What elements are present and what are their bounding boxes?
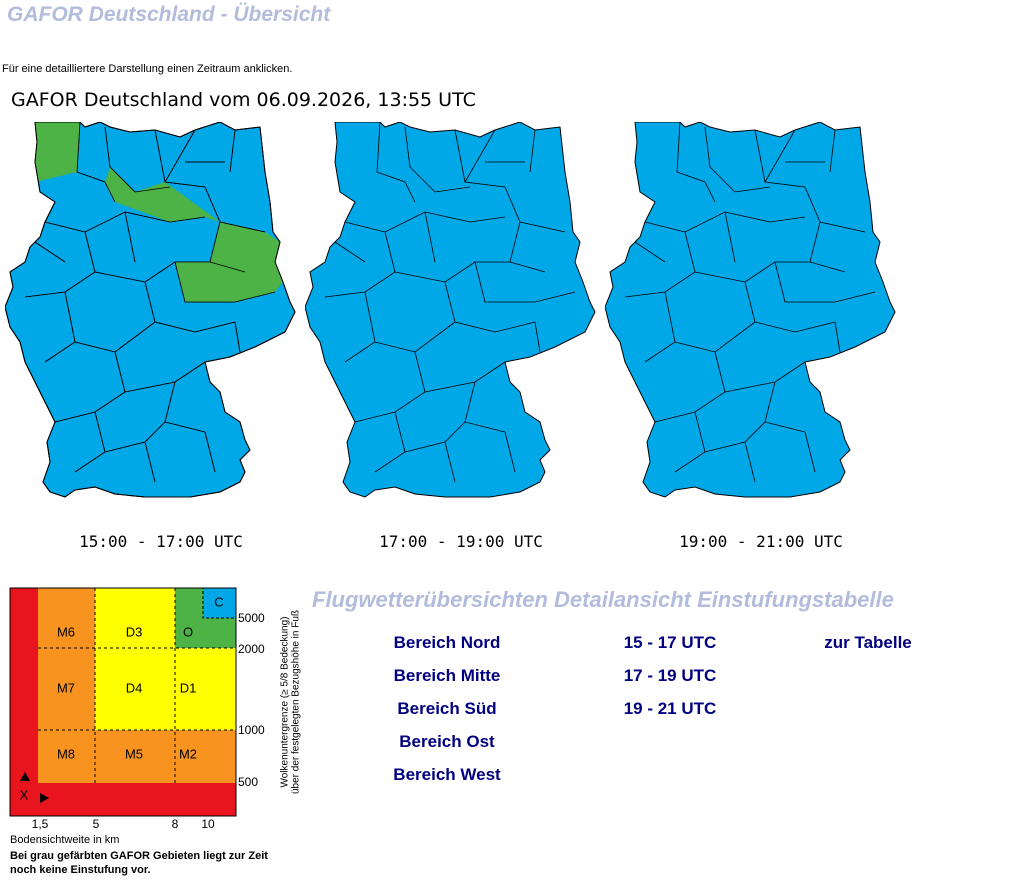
map-label[interactable]: 15:00 - 17:00 UTC xyxy=(79,532,243,551)
cell-label: D4 xyxy=(126,680,143,695)
cell-label: D3 xyxy=(126,624,143,639)
y-tick-label: 2000 xyxy=(238,642,265,656)
map-label[interactable]: 17:00 - 19:00 UTC xyxy=(379,532,543,551)
cell-label: M5 xyxy=(125,746,143,761)
table-link[interactable]: zur Tabelle xyxy=(824,633,912,652)
map-3[interactable] xyxy=(605,122,897,518)
cell-label: O xyxy=(183,624,193,639)
time-link[interactable]: 19 - 21 UTC xyxy=(623,699,717,718)
x-tick-label: 10 xyxy=(201,817,215,831)
y-axis-label: über der festgelegten Bezugshöhe in Fuß xyxy=(291,610,302,794)
time-link[interactable]: 17 - 19 UTC xyxy=(623,666,717,685)
cell-label: M8 xyxy=(57,746,75,761)
region-link[interactable]: Bereich Mitte xyxy=(393,666,501,685)
page-title: GAFOR Deutschland - Übersicht xyxy=(7,3,331,26)
region-link[interactable]: Bereich Süd xyxy=(397,699,497,718)
x-tick-label: 5 xyxy=(93,817,100,831)
cell-label: X xyxy=(20,787,29,802)
legend-diagram: M6 D3 O C M7 D4 D1 M8 M5 M2 X 5000 2000 … xyxy=(9,587,302,876)
time-link[interactable]: 15 - 17 UTC xyxy=(623,633,717,652)
y-tick-label: 5000 xyxy=(238,611,265,625)
region-link[interactable]: Bereich Ost xyxy=(399,732,495,751)
note: Bei grau gefärbten GAFOR Gebieten liegt … xyxy=(10,850,268,862)
y-tick-label: 500 xyxy=(238,775,258,789)
x-tick-label: 1,5 xyxy=(32,817,49,831)
cell-label: M6 xyxy=(57,624,75,639)
map-label[interactable]: 19:00 - 21:00 UTC xyxy=(679,532,843,551)
region-link[interactable]: Bereich West xyxy=(393,765,501,784)
cell-label: M7 xyxy=(57,680,75,695)
y-axis-label: Wolkenuntergrenze (≥ 5/8 Bedeckung) xyxy=(280,617,291,788)
x-axis-label: Bodensichtweite in km xyxy=(10,834,119,846)
map-title: GAFOR Deutschland vom 06.09.2026, 13:55 … xyxy=(11,89,476,111)
region-link[interactable]: Bereich Nord xyxy=(393,633,501,652)
map-1[interactable] xyxy=(5,122,297,518)
y-tick-label: 1000 xyxy=(238,723,265,737)
cell-label: M2 xyxy=(179,746,197,761)
instruction: Für eine detailliertere Darstellung eine… xyxy=(2,63,293,75)
map-2[interactable] xyxy=(305,122,597,518)
x-tick-label: 8 xyxy=(172,817,179,831)
note: noch keine Einstufung vor. xyxy=(10,864,151,876)
cell-label: C xyxy=(214,594,223,609)
cell-label: D1 xyxy=(180,680,197,695)
detail-title: Flugwetterübersichten Detailansicht Eins… xyxy=(312,587,894,612)
